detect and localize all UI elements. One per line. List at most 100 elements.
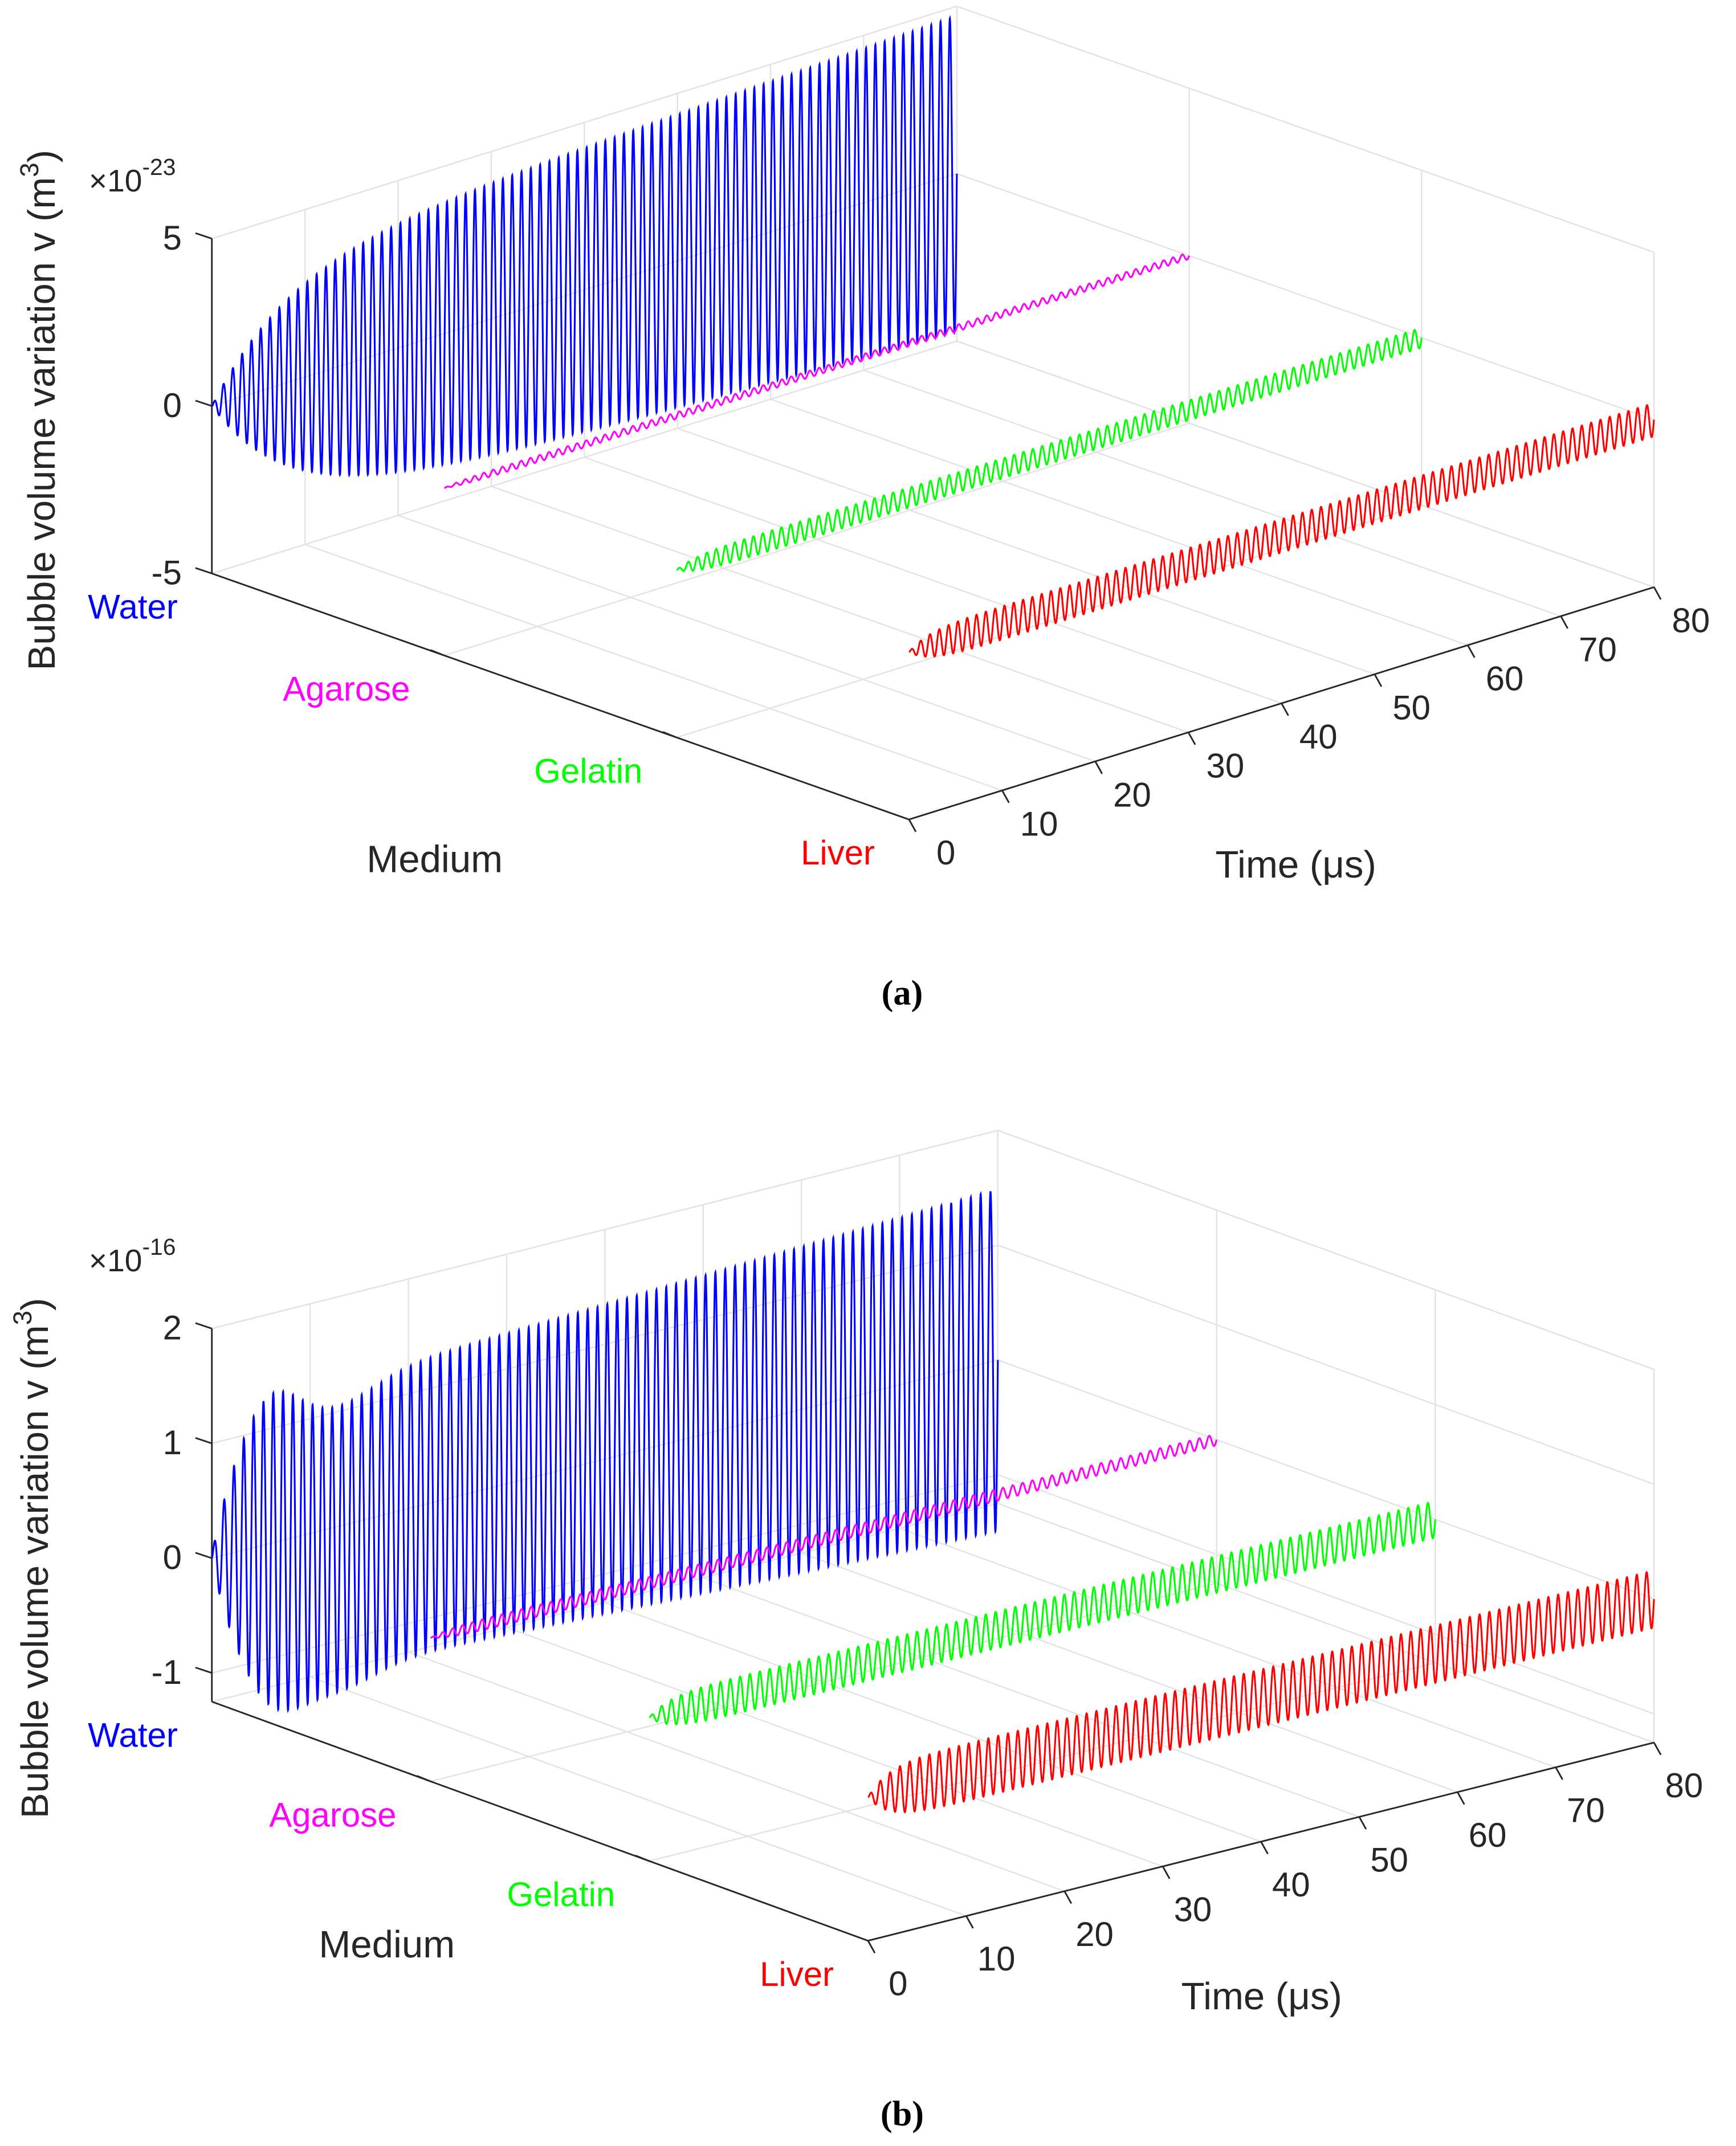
box-edge xyxy=(956,340,1655,588)
grid-line-time-floor xyxy=(604,1602,1261,1843)
panel-caption: (b) xyxy=(881,2094,924,2133)
z-tick xyxy=(195,567,213,574)
time-tick-label: 50 xyxy=(1392,688,1431,727)
time-tick xyxy=(1653,586,1662,600)
box-edge xyxy=(997,1503,1655,1744)
time-tick-label: 20 xyxy=(1075,1915,1114,1953)
time-tick xyxy=(1374,674,1383,687)
medium-axis-label: Medium xyxy=(319,1923,455,1966)
time-tick-label: 60 xyxy=(1486,659,1524,697)
z-tick xyxy=(195,1552,213,1559)
grid-line-time-floor xyxy=(304,544,1003,792)
box-edge xyxy=(956,5,1655,253)
grid-line-time-floor xyxy=(703,1577,1360,1818)
time-tick-label: 30 xyxy=(1174,1890,1212,1928)
time-tick-label: 0 xyxy=(889,1965,907,2003)
exponent-value: -16 xyxy=(142,1234,176,1260)
z-tick xyxy=(195,399,213,407)
medium-axis xyxy=(211,1700,869,1942)
time-tick-label: 80 xyxy=(1672,602,1710,640)
z-axis-label-end: ) xyxy=(21,150,63,162)
time-tick-label: 40 xyxy=(1272,1866,1310,1904)
time-tick xyxy=(1467,644,1476,658)
series-line-water xyxy=(211,1190,999,1713)
z-axis-label-sup: 3 xyxy=(15,162,44,177)
time-tick-label: 40 xyxy=(1299,717,1338,756)
medium-tick-label-water: Water xyxy=(88,1716,178,1754)
medium-tick-label-gelatin: Gelatin xyxy=(534,752,642,790)
box-edge xyxy=(211,5,957,239)
grid-line-medium-floor xyxy=(430,1582,1217,1782)
grid-line-z-right xyxy=(997,1359,1655,1600)
time-tick xyxy=(1187,732,1196,745)
grid-line-time-floor xyxy=(801,1552,1458,1793)
time-tick xyxy=(867,1940,876,1954)
grid-line-medium-floor xyxy=(649,1662,1436,1862)
time-tick xyxy=(965,1915,974,1929)
z-tick xyxy=(195,1437,213,1445)
time-tick xyxy=(1555,1766,1563,1780)
z-axis-label-text: Bubble volume variation v (m xyxy=(21,177,63,671)
medium-axis xyxy=(211,573,910,821)
medium-tick-label-liver: Liver xyxy=(760,1955,834,1993)
box-edge xyxy=(997,1129,1655,1370)
grid-line-time-floor xyxy=(584,456,1282,704)
grid-line-z-right xyxy=(997,1474,1655,1715)
grid-line-z-right xyxy=(997,1245,1655,1485)
time-tick xyxy=(1162,1866,1171,1879)
series-line-gelatin xyxy=(649,1502,1436,1725)
time-tick-label: 50 xyxy=(1370,1841,1408,1879)
time-axis-label: Time (μs) xyxy=(1181,1975,1342,2018)
medium-tick xyxy=(635,1855,650,1862)
medium-axis-label: Medium xyxy=(366,838,503,880)
z-axis-label-text: Bubble volume variation v (m xyxy=(14,1325,56,1818)
time-tick-label: 30 xyxy=(1207,746,1245,785)
time-tick xyxy=(1260,1841,1269,1855)
grid-line-medium-floor xyxy=(444,422,1189,656)
medium-tick-label-agarose: Agarose xyxy=(283,670,410,708)
z-tick-label: 5 xyxy=(163,219,182,257)
series-line-agarose xyxy=(443,254,1191,489)
time-tick-label: 0 xyxy=(936,834,955,872)
exponent-prefix: ×10 xyxy=(89,1243,142,1278)
z-axis-label: Bubble volume variation v (m3) xyxy=(8,1298,56,1818)
time-tick-label: 70 xyxy=(1567,1791,1605,1829)
time-tick xyxy=(1653,1742,1662,1756)
medium-tick-label-water: Water xyxy=(88,588,178,626)
time-tick xyxy=(1063,1891,1073,1904)
grid-line-time-floor xyxy=(398,515,1096,762)
medium-tick xyxy=(416,1775,431,1782)
time-tick-label: 10 xyxy=(1020,805,1058,843)
time-tick-label: 10 xyxy=(977,1940,1016,1978)
medium-tick-label-agarose: Agarose xyxy=(269,1796,396,1834)
series-line-water xyxy=(211,15,958,478)
z-tick-label: 0 xyxy=(163,386,182,425)
z-tick-label: 2 xyxy=(163,1309,182,1347)
grid-line-time-floor xyxy=(506,1626,1163,1867)
z-exponent-label: ×10-23 xyxy=(89,154,176,198)
time-tick xyxy=(1457,1792,1465,1805)
z-tick xyxy=(195,232,213,240)
time-tick xyxy=(1281,703,1289,716)
z-tick xyxy=(195,1666,213,1674)
z-axis-label: Bubble volume variation v (m3) xyxy=(15,150,63,670)
time-tick xyxy=(1560,615,1568,629)
grid-line-z-right xyxy=(956,173,1655,421)
time-tick-label: 60 xyxy=(1469,1816,1507,1854)
time-tick xyxy=(1094,761,1103,774)
z-tick-label: -1 xyxy=(152,1653,182,1691)
medium-tick-label-liver: Liver xyxy=(801,834,875,872)
time-axis-label: Time (μs) xyxy=(1216,843,1376,886)
box-edge xyxy=(211,340,957,574)
exponent-prefix: ×10 xyxy=(89,163,142,198)
grid-line-time-floor xyxy=(408,1651,1065,1892)
medium-tick xyxy=(662,731,677,739)
time-tick-label: 20 xyxy=(1113,776,1151,814)
time-tick xyxy=(1358,1816,1367,1830)
series-line-agarose xyxy=(430,1435,1218,1639)
z-axis-label-end: ) xyxy=(14,1298,56,1311)
time-tick xyxy=(908,819,917,833)
medium-tick-label-gelatin: Gelatin xyxy=(507,1875,615,1914)
